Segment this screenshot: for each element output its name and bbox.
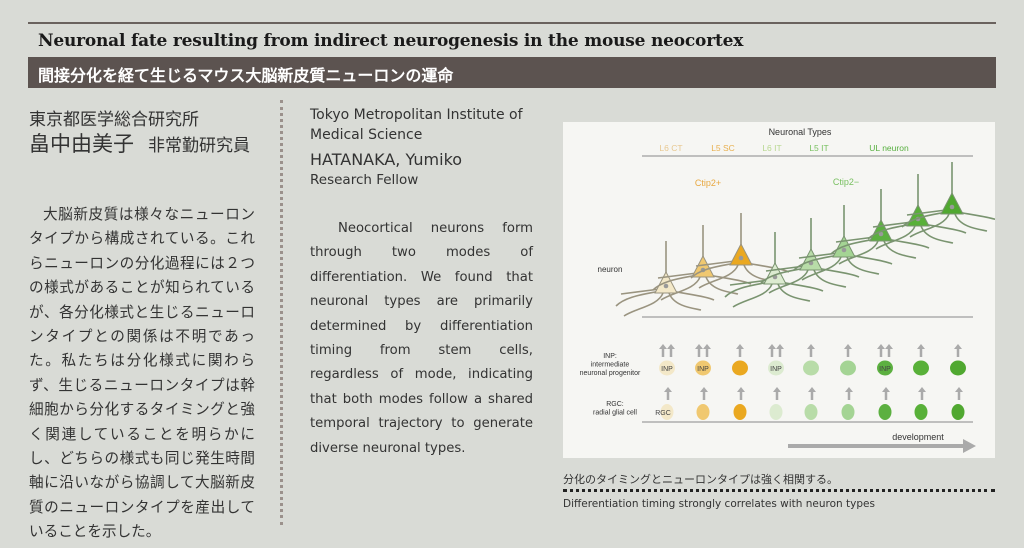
inp-output-arrow-head-icon	[807, 344, 815, 349]
rgc-cell	[804, 404, 818, 420]
rgc-to-inp-arrow-head-icon	[773, 387, 781, 392]
caption-jp: 分化のタイミングとニューロンタイプは強く相関する。	[563, 473, 838, 486]
inp-cell	[877, 360, 893, 376]
type-label: L5 SC	[711, 143, 735, 153]
development-label: development	[892, 432, 944, 442]
rgc-cell	[878, 404, 892, 420]
ctip2-negative-label: Ctip2−	[833, 177, 859, 187]
author-org-en: Tokyo Metropolitan Institute of Medical …	[310, 107, 523, 143]
figure-heading: Neuronal Types	[769, 127, 832, 137]
top-rule	[28, 22, 996, 24]
development-arrowhead-icon	[963, 439, 976, 453]
nucleus	[738, 255, 744, 261]
neuron-icon	[724, 232, 824, 308]
body-en: Neocortical neurons form through two mod…	[310, 221, 533, 456]
rgc-cell	[733, 404, 747, 420]
title-jp: 間接分化を経て生じるマウス大脳新皮質ニューロンの運命	[38, 66, 454, 85]
rgc-cell	[769, 404, 783, 420]
inp-label: INP	[697, 366, 709, 373]
rgc-cell	[914, 404, 928, 420]
author-org-jp: 東京都医学総合研究所	[29, 110, 199, 130]
type-label: L6 CT	[659, 143, 682, 153]
inp-cell	[768, 360, 784, 376]
inp-output-arrow-head-icon	[917, 344, 925, 349]
title-en: Neuronal fate resulting from indirect ne…	[38, 31, 744, 51]
inp-label: INP	[879, 366, 891, 373]
rgc-to-inp-arrow-head-icon	[808, 387, 816, 392]
inp-output-arrow-head-icon	[703, 344, 711, 349]
caption-divider	[563, 489, 995, 492]
figure: Neuronal Types L6 CT L5 SC L6 IT L5 IT UL ne…	[563, 122, 1001, 458]
basal-dendrites	[690, 260, 790, 289]
author-name-en: HATANAKA, Yumiko	[310, 150, 463, 169]
body-jp: 大脳新皮質は様々なニューロンタイプから構成されている。これらニューロンの分化過程…	[29, 206, 255, 541]
inp-label: INP	[661, 366, 673, 373]
rgc-to-inp-arrow-head-icon	[955, 387, 963, 392]
basal-dendrites	[901, 209, 1001, 238]
inp-cell	[659, 360, 675, 376]
basal-dendrites	[724, 279, 824, 308]
inp-output-arrow-head-icon	[776, 344, 784, 349]
rgc-cell	[696, 404, 710, 420]
inp-output-arrow-head-icon	[667, 344, 675, 349]
inp-output-arrow-head-icon	[695, 344, 703, 349]
author-role-en: Research Fellow	[310, 172, 419, 188]
basal-dendrites	[652, 272, 752, 301]
rgc-to-inp-arrow-head-icon	[845, 387, 853, 392]
soma	[940, 191, 964, 215]
inp-output-arrow-head-icon	[877, 344, 885, 349]
inp-output-arrow-head-icon	[736, 344, 744, 349]
rgc-to-inp-arrow-head-icon	[737, 387, 745, 392]
rgc-cell	[951, 404, 965, 420]
role: 非常勤研究員	[148, 136, 250, 156]
rgc-cell	[660, 404, 674, 420]
soma	[729, 242, 753, 266]
basal-dendrites	[760, 265, 860, 294]
nucleus	[949, 204, 955, 210]
inp-output-arrow-head-icon	[768, 344, 776, 349]
author-name-jp: 畠中由美子 非常勤研究員	[29, 128, 250, 158]
nucleus	[841, 247, 847, 253]
name: 畠中由美子	[29, 132, 134, 156]
rgc-to-inp-arrow-head-icon	[700, 387, 708, 392]
inp-output-arrow-head-icon	[954, 344, 962, 349]
neuron-icon	[652, 225, 752, 301]
figure-diagram: Neuronal Types L6 CT L5 SC L6 IT L5 IT UL ne…	[580, 127, 1001, 453]
ctip2-positive-label: Ctip2+	[695, 178, 721, 188]
inp-cell	[695, 360, 711, 376]
type-label: UL neuron	[869, 143, 909, 153]
rgc-label: RGC	[655, 410, 671, 417]
title-bar: 間接分化を経て生じるマウス大脳新皮質ニューロンの運命	[28, 57, 996, 88]
inp-output-arrow-head-icon	[885, 344, 893, 349]
basal-dendrites	[867, 221, 967, 250]
type-label: L6 IT	[762, 143, 781, 153]
inp-cell	[913, 360, 929, 376]
inp-cell	[732, 360, 748, 376]
inp-cell	[950, 360, 966, 376]
row-label-inp: INP: intermediate neuronal progenitor	[580, 353, 641, 377]
column-divider	[280, 100, 283, 525]
rgc-to-inp-arrow-head-icon	[882, 387, 890, 392]
neuron-icon	[690, 213, 790, 289]
nucleus	[878, 231, 884, 237]
rgc-cell	[841, 404, 855, 420]
basal-dendrites	[830, 236, 930, 265]
nucleus	[663, 283, 669, 289]
inp-cell	[840, 360, 856, 376]
inp-output-arrow-head-icon	[844, 344, 852, 349]
inp-output-arrow-head-icon	[659, 344, 667, 349]
basal-dendrites	[615, 288, 715, 317]
type-label: L5 IT	[809, 143, 828, 153]
neuron-icon	[901, 162, 1001, 238]
row-label-neuron: neuron	[598, 265, 623, 274]
rgc-to-inp-arrow-head-icon	[918, 387, 926, 392]
caption-en: Differentiation timing strongly correlat…	[563, 498, 875, 510]
row-label-rgc: RGC: radial glial cell	[593, 401, 637, 417]
inp-label: INP	[770, 366, 782, 373]
basal-dendrites	[793, 252, 893, 281]
rgc-to-inp-arrow-head-icon	[664, 387, 672, 392]
inp-cell	[803, 360, 819, 376]
